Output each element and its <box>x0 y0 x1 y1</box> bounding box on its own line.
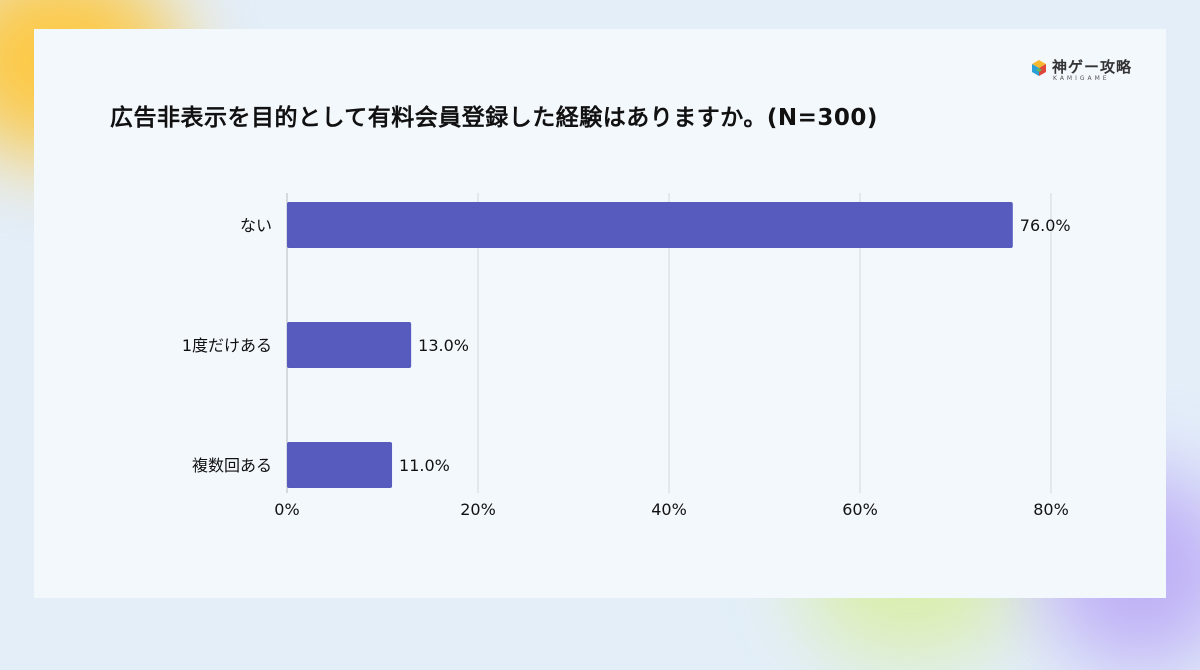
logo-subtext: KAMIGAME <box>1053 75 1110 82</box>
x-tick-label: 0% <box>274 500 299 519</box>
bar <box>287 442 393 488</box>
bar-chart: 0% 20% 40% 60% 80% 76.0% ない 13.0% 1度だけある 11.0% 複数回… <box>182 193 1071 519</box>
brand-logo: 神ゲー攻略 KAMIGAME <box>1030 58 1140 86</box>
bar <box>287 322 412 368</box>
x-tick-label: 40% <box>651 500 687 519</box>
chart-card <box>34 29 1166 598</box>
data-label: 13.0% <box>418 336 469 355</box>
data-label: 11.0% <box>399 456 450 475</box>
logo-text: 神ゲー攻略 <box>1052 58 1133 76</box>
category-label: 1度だけある <box>182 336 272 355</box>
x-tick-label: 20% <box>460 500 496 519</box>
x-tick-label: 60% <box>842 500 878 519</box>
label-layer: 0% 20% 40% 60% 80% 76.0% ない 13.0% 1度だけある 11.0% 複数回… <box>182 216 1071 519</box>
bar <box>287 202 1013 248</box>
x-tick-label: 80% <box>1033 500 1069 519</box>
logo-cube-icon <box>1032 60 1046 76</box>
category-label: 複数回ある <box>192 456 272 475</box>
bar-layer <box>287 202 1013 488</box>
page-title: 広告非表示を目的として有料会員登録した経験はありますか。(N=300) <box>110 105 878 131</box>
category-label: ない <box>240 216 272 235</box>
data-label: 76.0% <box>1020 216 1071 235</box>
